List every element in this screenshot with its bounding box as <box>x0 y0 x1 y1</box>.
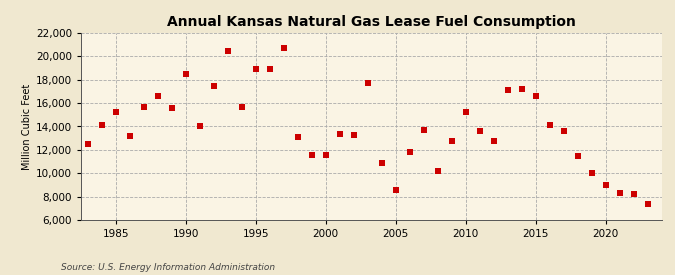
Point <box>390 188 401 192</box>
Point <box>475 129 485 133</box>
Point <box>488 138 499 143</box>
Point <box>572 153 583 158</box>
Point <box>265 67 275 72</box>
Point <box>180 72 191 76</box>
Point <box>418 128 429 132</box>
Point <box>460 110 471 115</box>
Point <box>82 142 93 146</box>
Point <box>153 94 163 98</box>
Point <box>614 191 625 195</box>
Point <box>223 48 234 53</box>
Point <box>432 169 443 173</box>
Point <box>446 138 457 143</box>
Point <box>530 94 541 98</box>
Point <box>502 88 513 92</box>
Point <box>404 150 415 155</box>
Text: Source: U.S. Energy Information Administration: Source: U.S. Energy Information Administ… <box>61 263 275 272</box>
Point <box>334 131 345 136</box>
Point <box>516 87 527 91</box>
Title: Annual Kansas Natural Gas Lease Fuel Consumption: Annual Kansas Natural Gas Lease Fuel Con… <box>167 15 576 29</box>
Point <box>97 123 107 128</box>
Point <box>111 110 122 115</box>
Point <box>377 161 387 165</box>
Point <box>278 46 289 50</box>
Point <box>586 171 597 175</box>
Point <box>558 129 569 133</box>
Point <box>138 104 149 109</box>
Point <box>125 134 136 138</box>
Point <box>321 152 331 157</box>
Point <box>209 83 219 88</box>
Point <box>167 106 178 110</box>
Point <box>628 192 639 196</box>
Point <box>250 67 261 72</box>
Point <box>600 183 611 187</box>
Point <box>194 124 205 129</box>
Point <box>348 133 359 137</box>
Point <box>642 201 653 206</box>
Point <box>362 81 373 86</box>
Y-axis label: Million Cubic Feet: Million Cubic Feet <box>22 83 32 170</box>
Point <box>544 123 555 128</box>
Point <box>306 152 317 157</box>
Point <box>236 104 247 109</box>
Point <box>292 135 303 139</box>
